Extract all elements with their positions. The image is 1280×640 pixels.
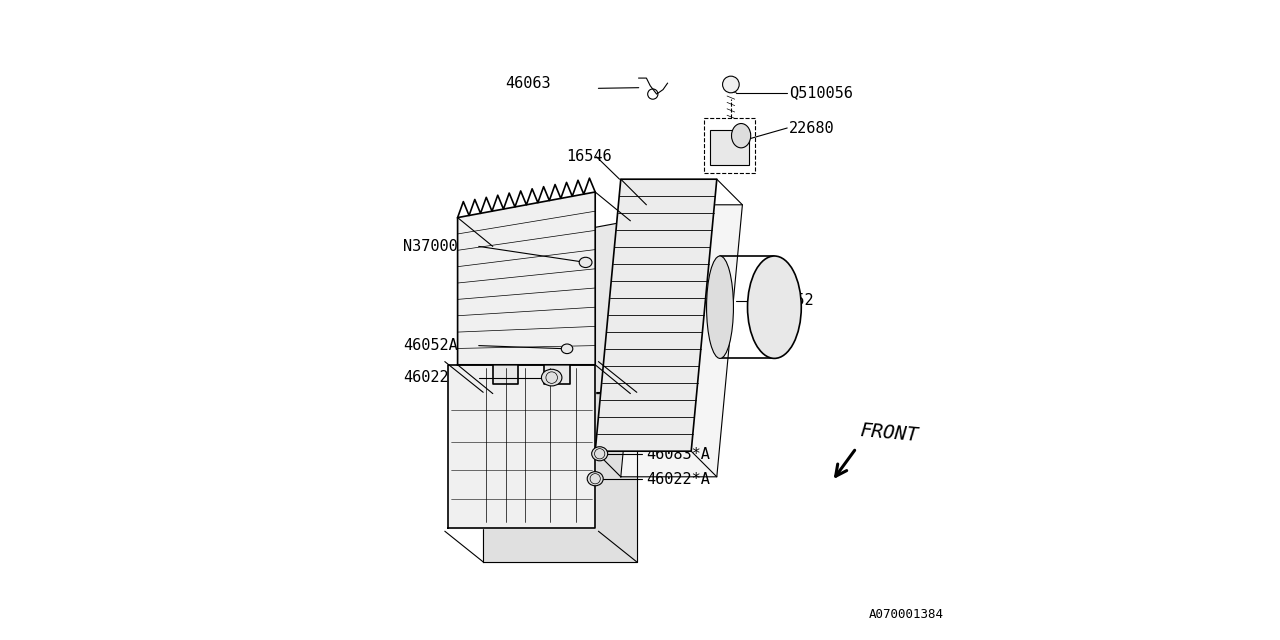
- Text: FRONT: FRONT: [859, 420, 919, 445]
- Text: 46052: 46052: [768, 293, 814, 308]
- Text: 22680: 22680: [788, 120, 835, 136]
- Polygon shape: [493, 221, 630, 394]
- Text: 46022*A: 46022*A: [646, 472, 710, 488]
- Ellipse shape: [707, 256, 733, 358]
- Polygon shape: [621, 205, 742, 477]
- Polygon shape: [484, 392, 637, 562]
- Ellipse shape: [579, 257, 591, 268]
- Ellipse shape: [591, 447, 608, 461]
- Ellipse shape: [541, 369, 562, 386]
- Text: Q510056: Q510056: [788, 85, 852, 100]
- Text: 16546: 16546: [566, 149, 612, 164]
- Ellipse shape: [561, 344, 573, 354]
- Text: 46052A: 46052A: [403, 338, 458, 353]
- Polygon shape: [458, 192, 595, 365]
- Polygon shape: [448, 365, 595, 528]
- Text: N370002: N370002: [403, 239, 467, 254]
- Ellipse shape: [732, 124, 751, 148]
- Text: 46022B: 46022B: [403, 370, 458, 385]
- Ellipse shape: [588, 472, 603, 486]
- Polygon shape: [595, 179, 717, 451]
- Text: A070001384: A070001384: [869, 608, 945, 621]
- Ellipse shape: [748, 256, 801, 358]
- Text: 46083*A: 46083*A: [646, 447, 710, 462]
- Circle shape: [722, 76, 740, 93]
- Text: 46063: 46063: [506, 76, 552, 91]
- FancyBboxPatch shape: [710, 130, 749, 165]
